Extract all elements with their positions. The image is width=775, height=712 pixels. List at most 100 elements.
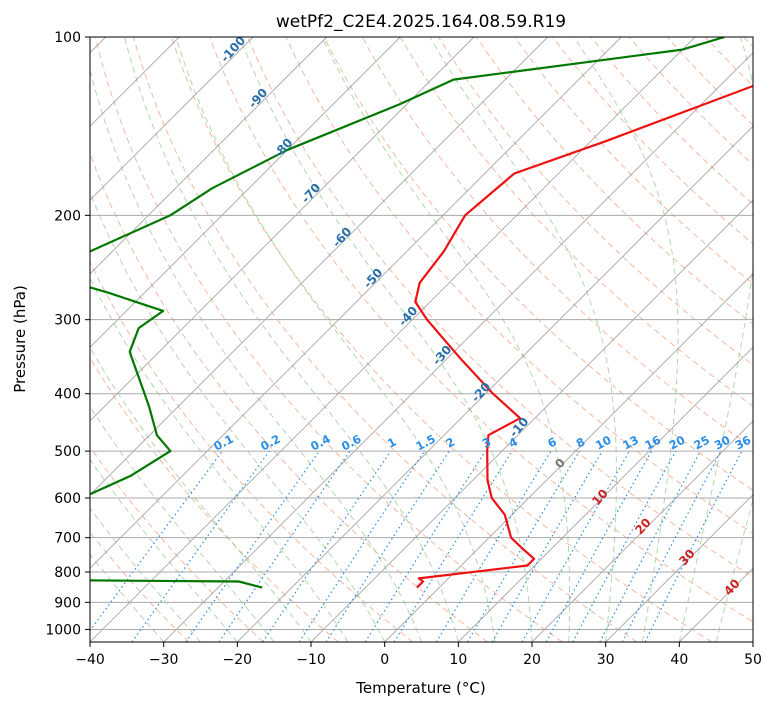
- y-tick-label: 800: [54, 565, 81, 581]
- background-lines: [0, 37, 775, 642]
- isotherm-label: -60: [330, 225, 355, 250]
- mixing-ratio-label: 13: [620, 433, 641, 453]
- mixing-ratio-line: [522, 451, 629, 642]
- mixing-ratio-label: 0.4: [308, 432, 333, 454]
- isotherm: [0, 37, 253, 642]
- chart-title: wetPf2_C2E4.2025.164.08.59.R19: [276, 12, 566, 32]
- isotherm-label: -90: [246, 86, 271, 111]
- moist-adiabat: [0, 37, 311, 642]
- mixing-ratio-label: 2: [444, 435, 458, 451]
- mixing-ratio-line: [82, 451, 223, 642]
- isotherm: [753, 37, 775, 642]
- y-axis-label: Pressure (hPa): [11, 285, 29, 393]
- dry-adiabat: [438, 37, 775, 642]
- dry-adiabat: [515, 37, 775, 642]
- y-tick-label: 500: [54, 444, 81, 460]
- isotherm-label-warm: 20: [632, 515, 654, 537]
- moist-adiabat: [17, 37, 348, 642]
- mixing-ratio-line: [645, 451, 742, 642]
- mixing-ratio-label: 0.6: [339, 432, 364, 454]
- dry-adiabat: [553, 37, 775, 642]
- mixing-ratio-line: [573, 451, 676, 642]
- mixing-ratio-line: [326, 451, 449, 642]
- mixing-ratio-label: 0.2: [258, 432, 283, 454]
- dry-adiabat: [172, 37, 712, 642]
- mixing-ratio-label: 0.1: [211, 432, 236, 454]
- mixing-ratio-label: 1.5: [413, 432, 438, 454]
- dry-adiabat: [19, 37, 413, 642]
- y-tick-label: 300: [54, 313, 81, 329]
- moist-adiabat: [176, 37, 495, 642]
- mixing-ratio-label: 8: [574, 435, 588, 451]
- dewpoint-line: [0, 37, 725, 588]
- y-tick-label: 400: [54, 387, 81, 403]
- mixing-ratio-line: [365, 451, 485, 642]
- y-tick-label: 100: [54, 30, 81, 46]
- y-tick-label: 1000: [45, 622, 81, 638]
- mixing-ratio-line: [132, 451, 269, 642]
- mixing-ratio-line: [468, 451, 580, 642]
- mixing-ratio-label: 30: [712, 433, 733, 453]
- dry-adiabat: [744, 37, 775, 642]
- moist-adiabat: [574, 37, 678, 642]
- isotherm: [16, 37, 621, 642]
- isotherm-label: -40: [396, 304, 421, 329]
- dry-adiabat: [0, 37, 338, 642]
- moist-adiabat: [125, 37, 459, 642]
- moist-adiabat: [430, 37, 617, 642]
- isotherm-label-warm: 10: [589, 486, 611, 508]
- x-axis-label: Temperature (°C): [355, 679, 485, 697]
- moist-adiabat: [0, 37, 237, 642]
- mixing-ratio-label: 3: [480, 435, 494, 451]
- y-axis-ticks: 100 200 300 400 500 600 700 800 900 1000: [45, 30, 90, 638]
- x-tick-label: 10: [449, 652, 467, 668]
- x-tick-label: −10: [296, 652, 326, 668]
- plot-frame: [90, 37, 753, 642]
- isotherm: [458, 37, 775, 642]
- moist-adiabat: [0, 37, 274, 642]
- y-tick-label: 600: [54, 491, 81, 507]
- mixing-ratio-label: 36: [733, 433, 754, 453]
- mixing-ratio-label: 20: [667, 433, 688, 453]
- dry-adiabat: [133, 37, 637, 642]
- x-tick-label: −30: [149, 652, 179, 668]
- moist-adiabat: [0, 37, 201, 642]
- mixing-ratio-line: [263, 451, 391, 642]
- y-tick-label: 200: [54, 208, 81, 224]
- y-tick-label: 700: [54, 531, 81, 547]
- moist-adiabat: [716, 37, 775, 642]
- isotherm: [679, 37, 775, 642]
- dry-adiabat: [0, 37, 263, 642]
- mixing-ratio-label: 10: [593, 433, 614, 453]
- mixing-ratio-line: [299, 451, 424, 642]
- isotherm-label-warm: 40: [721, 576, 743, 598]
- x-tick-label: 20: [523, 652, 541, 668]
- isotherm-label: -20: [469, 380, 494, 405]
- isotherm: [0, 37, 548, 642]
- isotherm: [237, 37, 775, 642]
- y-tick-label: 900: [54, 595, 81, 611]
- x-tick-label: −40: [75, 652, 105, 668]
- moist-adiabat: [240, 37, 532, 642]
- isotherm: [90, 37, 695, 642]
- x-tick-label: 40: [670, 652, 688, 668]
- isotherm-label: -50: [361, 266, 386, 291]
- isotherm-label: -70: [299, 181, 324, 206]
- x-tick-label: 50: [744, 652, 762, 668]
- mixing-ratio-line: [219, 451, 350, 642]
- sounding-lines: [0, 37, 775, 588]
- isotherm-label: -100: [218, 33, 248, 65]
- isotherm-label-zero: 0: [552, 456, 568, 472]
- isotherm: [0, 37, 327, 642]
- mixing-ratio-line: [394, 451, 512, 642]
- moist-adiabat: [322, 37, 570, 642]
- isotherm-label-warm: 30: [676, 546, 698, 568]
- mixing-ratio-label: 6: [545, 435, 559, 451]
- mixing-ratio-line: [600, 451, 701, 642]
- x-tick-label: 30: [597, 652, 615, 668]
- dry-adiabat: [57, 37, 488, 642]
- mixing-ratio-label: 1: [385, 435, 399, 451]
